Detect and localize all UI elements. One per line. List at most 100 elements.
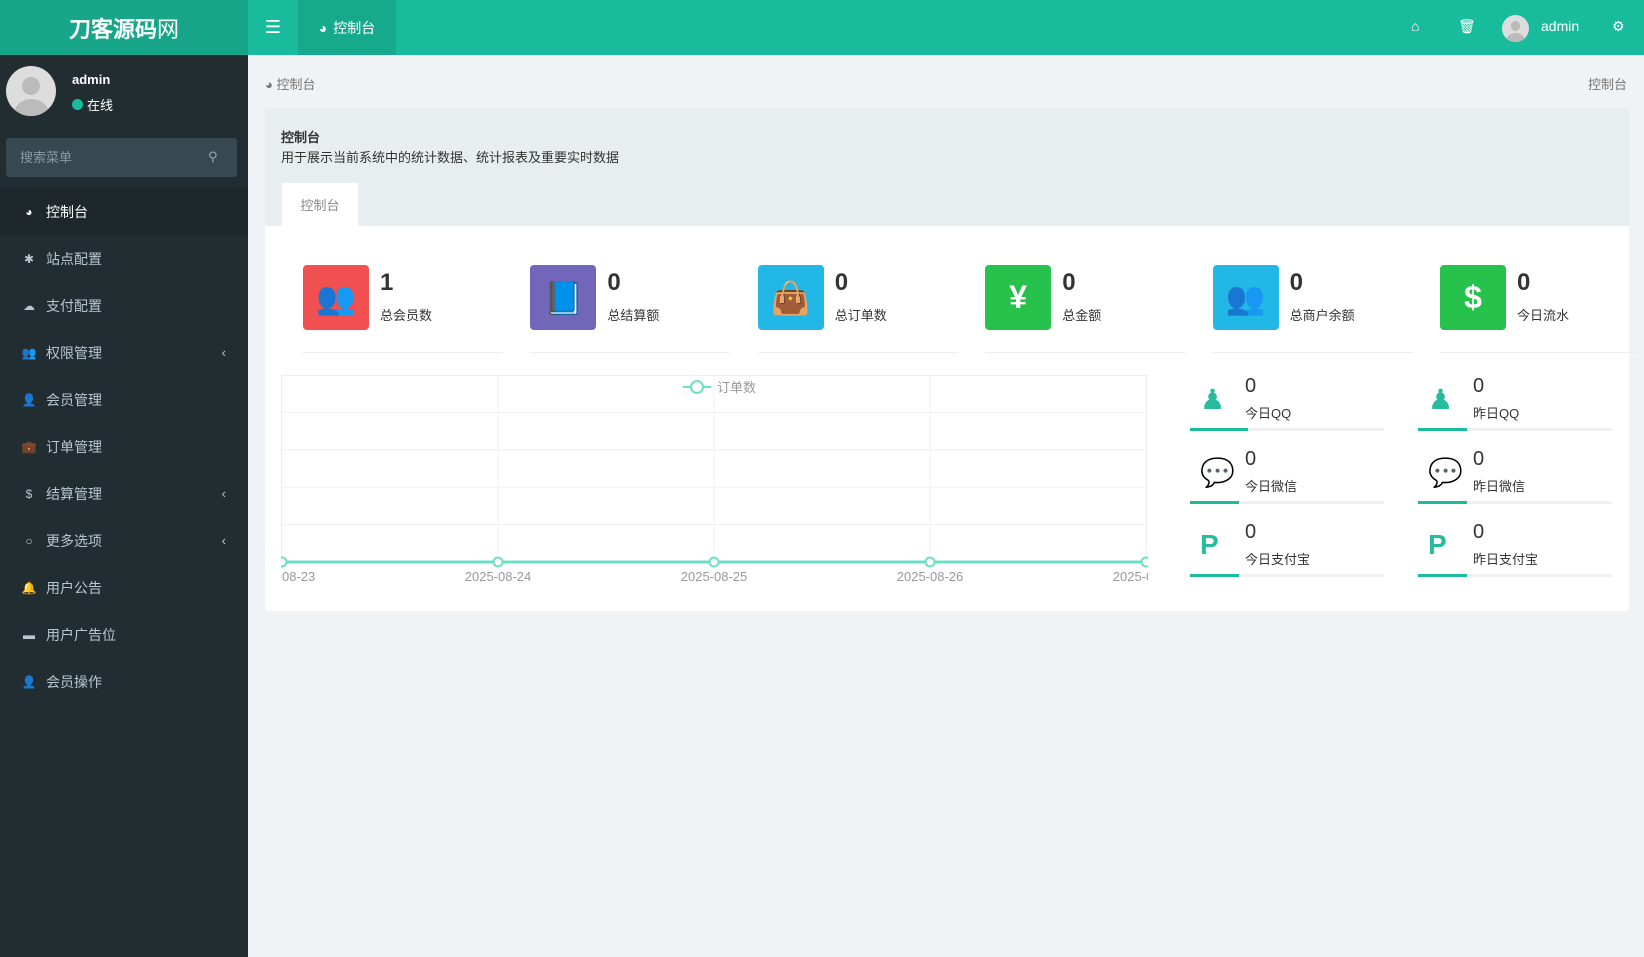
users-icon: 👥 bbox=[303, 265, 369, 330]
paypal-icon: P bbox=[1200, 529, 1219, 560]
stat-label: 总结算额 bbox=[607, 308, 660, 323]
sidebar-item-9[interactable]: ▬ 用户广告位 bbox=[0, 611, 248, 658]
sidebar-item-0[interactable]: ◕ 控制台 bbox=[0, 188, 248, 235]
sidebar-item-1[interactable]: ✱ 站点配置 bbox=[0, 235, 248, 282]
mini-stat: ♟ 0 今日QQ bbox=[1190, 375, 1384, 445]
menu-toggle-button[interactable]: ☰ bbox=[248, 0, 298, 55]
progress-bar bbox=[1190, 574, 1384, 577]
mini-label: 今日QQ bbox=[1245, 406, 1292, 421]
dashboard-icon: ◕ bbox=[25, 204, 33, 219]
sidebar-item-label: 站点配置 bbox=[46, 250, 102, 267]
progress-bar bbox=[1418, 574, 1612, 577]
breadcrumb-right: 控制台 bbox=[1587, 77, 1627, 92]
mini-label: 今日微信 bbox=[1245, 479, 1298, 494]
avatar[interactable] bbox=[1502, 15, 1529, 42]
cogs-icon[interactable]: ⚙ bbox=[1612, 18, 1625, 34]
stat-label: 总金额 bbox=[1062, 308, 1102, 323]
x-tick-label: 2025-08-27 bbox=[1113, 569, 1148, 584]
mini-label: 今日支付宝 bbox=[1245, 552, 1311, 567]
user-menu[interactable]: admin bbox=[1541, 18, 1580, 34]
panel-tab-dashboard[interactable]: 控制台 bbox=[282, 183, 358, 226]
mini-value: 0 bbox=[1473, 375, 1485, 397]
user-avatar bbox=[6, 66, 56, 116]
chevron-left-icon: ‹ bbox=[221, 486, 226, 501]
chevron-left-icon: ‹ bbox=[221, 345, 226, 360]
wechat-icon: 💬 bbox=[1200, 457, 1235, 488]
stat-card: 📘 0 总结算额 bbox=[530, 265, 731, 353]
dollar-icon: $ bbox=[25, 486, 33, 501]
legend-label: 订单数 bbox=[717, 380, 756, 395]
menu-icon: ☰ bbox=[264, 17, 282, 37]
panel-title: 控制台 bbox=[281, 130, 321, 145]
qq-icon: ♟ bbox=[1428, 384, 1454, 415]
stat-label: 总商户余额 bbox=[1289, 308, 1355, 323]
user-md-icon: 👤 bbox=[21, 674, 37, 689]
sidebar-item-label: 控制台 bbox=[46, 203, 88, 220]
data-point bbox=[708, 556, 720, 568]
stat-card: $0 今日流水 bbox=[1440, 265, 1640, 353]
sidebar-item-label: 用户公告 bbox=[46, 579, 102, 596]
sidebar-item-label: 会员管理 bbox=[46, 391, 102, 408]
bell-icon: 🔔 bbox=[21, 580, 37, 595]
progress-bar bbox=[1190, 501, 1384, 504]
stat-card: 👥 1 总会员数 bbox=[303, 265, 503, 353]
stat-value: 0 bbox=[607, 269, 621, 296]
sidebar-item-2[interactable]: ☁ 支付配置 bbox=[0, 282, 248, 329]
shopping-bag-icon: 👜 bbox=[757, 265, 824, 330]
circle-icon: ○ bbox=[25, 533, 33, 548]
sidebar-item-label: 订单管理 bbox=[46, 438, 102, 455]
mini-stat: P 0 昨日支付宝 bbox=[1418, 521, 1612, 591]
sidebar-item-label: 会员操作 bbox=[46, 673, 102, 690]
gear-icon: ✱ bbox=[23, 251, 35, 266]
mini-value: 0 bbox=[1245, 521, 1257, 543]
user-icon: 👤 bbox=[21, 392, 37, 407]
stat-value: 0 bbox=[1517, 269, 1531, 296]
user-name: admin bbox=[72, 72, 111, 87]
data-point bbox=[1140, 556, 1148, 568]
status-text: 在线 bbox=[87, 98, 114, 113]
search-menu-input[interactable] bbox=[6, 138, 237, 177]
stat-card: ¥0 总金额 bbox=[985, 265, 1186, 353]
users-icon: 👥 bbox=[1212, 265, 1279, 330]
stat-card: 👜 0 总订单数 bbox=[757, 265, 958, 353]
panel-description: 用于展示当前系统中的统计数据、统计报表及重要实时数据 bbox=[281, 150, 620, 165]
x-tick-label: 2025-08-26 bbox=[897, 569, 964, 584]
data-point bbox=[924, 556, 936, 568]
mini-value: 0 bbox=[1473, 448, 1485, 470]
mini-label: 昨日微信 bbox=[1473, 479, 1526, 494]
home-icon[interactable]: ⌂ bbox=[1411, 18, 1420, 34]
progress-bar bbox=[1190, 428, 1384, 431]
mini-value: 0 bbox=[1245, 375, 1257, 397]
sidebar-item-label: 结算管理 bbox=[46, 485, 102, 502]
dashboard-icon: ◕ bbox=[318, 19, 328, 36]
paypal-icon: P bbox=[1428, 529, 1447, 560]
tab-dashboard[interactable]: ◕ 控制台 bbox=[298, 0, 396, 55]
logo-text-thin: 网 bbox=[157, 16, 180, 42]
sidebar-item-6[interactable]: $ 结算管理 ‹ bbox=[0, 470, 248, 517]
book-icon: 📘 bbox=[530, 265, 597, 330]
dashboard-icon: ◕ bbox=[265, 77, 277, 92]
trash-icon[interactable]: 🗑 bbox=[1458, 18, 1476, 34]
mini-stat: 💬 0 昨日微信 bbox=[1418, 448, 1612, 518]
sidebar-item-3[interactable]: 👥 权限管理 ‹ bbox=[0, 329, 248, 376]
sidebar-item-5[interactable]: 💼 订单管理 bbox=[0, 423, 248, 470]
stat-label: 总会员数 bbox=[380, 308, 433, 323]
briefcase-icon: 💼 bbox=[21, 439, 37, 454]
x-tick-label: 2025-08-24 bbox=[465, 569, 532, 584]
progress-bar bbox=[1418, 501, 1612, 504]
logo[interactable]: 刀客源码网 bbox=[0, 0, 248, 55]
sidebar-item-8[interactable]: 🔔 用户公告 bbox=[0, 564, 248, 611]
mini-label: 昨日支付宝 bbox=[1473, 552, 1539, 567]
dollar-icon: $ bbox=[1440, 265, 1506, 330]
group-icon: 👥 bbox=[21, 345, 37, 360]
sidebar-item-4[interactable]: 👤 会员管理 bbox=[0, 376, 248, 423]
legend-marker-icon bbox=[690, 380, 704, 394]
mini-stat: ♟ 0 昨日QQ bbox=[1418, 375, 1612, 445]
sidebar-item-7[interactable]: ○ 更多选项 ‹ bbox=[0, 517, 248, 564]
breadcrumb[interactable]: ◕ 控制台 bbox=[265, 74, 315, 93]
sidebar-item-label: 更多选项 bbox=[46, 532, 102, 549]
tab-label: 控制台 bbox=[333, 19, 376, 36]
stat-label: 今日流水 bbox=[1517, 308, 1570, 323]
search-icon[interactable]: ⚲ bbox=[208, 149, 218, 164]
sidebar-item-10[interactable]: 👤 会员操作 bbox=[0, 658, 248, 705]
